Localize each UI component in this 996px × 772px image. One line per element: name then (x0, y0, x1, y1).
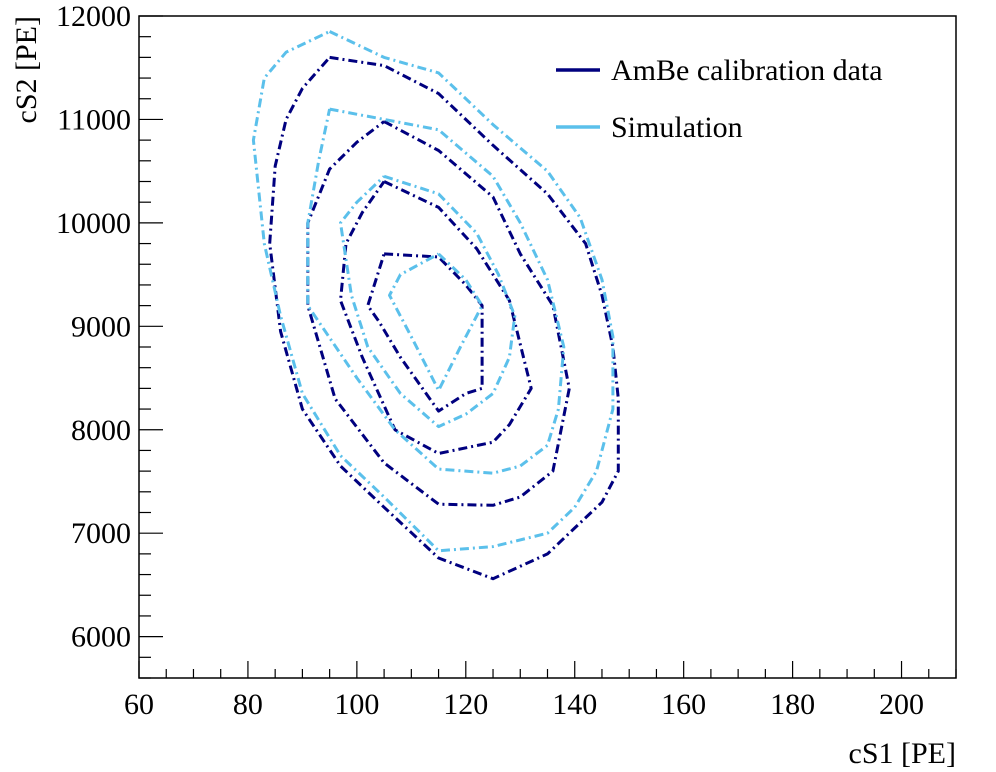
x-tick-label: 80 (233, 688, 263, 721)
contour-lines (251, 30, 620, 581)
legend: AmBe calibration data Simulation (556, 54, 883, 144)
plot-frame (138, 15, 957, 679)
x-tick-label: 120 (443, 688, 488, 721)
legend-label: AmBe calibration data (611, 54, 883, 87)
contour-line-4 (366, 252, 484, 413)
x-tick-label: 200 (879, 688, 924, 721)
y-tick-label: 6000 (71, 621, 131, 654)
x-tick-label: 180 (770, 688, 815, 721)
y-axis-ticks: 6000 7000 8000 9000 10000 11000 12000 (56, 0, 163, 679)
contour-line-3 (339, 174, 517, 429)
x-tick-label: 100 (334, 688, 379, 721)
series-simulation (251, 30, 615, 553)
x-axis-ticks: 60 80 100 120 140 160 180 200 (124, 661, 957, 721)
x-tick-label: 140 (552, 688, 597, 721)
x-tick-label: 60 (124, 688, 154, 721)
contour-line-3 (339, 180, 533, 455)
contour-line-2 (306, 107, 566, 475)
y-tick-label: 11000 (57, 103, 131, 136)
contour-line-4 (388, 252, 484, 392)
x-axis-title: cS1 [PE] (849, 737, 957, 770)
y-tick-label: 10000 (56, 207, 131, 240)
y-tick-label: 8000 (71, 414, 131, 447)
x-tick-label: 160 (661, 688, 706, 721)
legend-label: Simulation (611, 111, 743, 144)
y-tick-label: 12000 (56, 0, 131, 33)
y-axis-title: cS2 [PE] (10, 16, 43, 124)
contour-line-1 (251, 30, 615, 553)
y-tick-label: 7000 (71, 517, 131, 550)
y-tick-label: 9000 (71, 310, 131, 343)
contour-line-2 (306, 120, 571, 507)
contour-line-1 (268, 55, 620, 581)
